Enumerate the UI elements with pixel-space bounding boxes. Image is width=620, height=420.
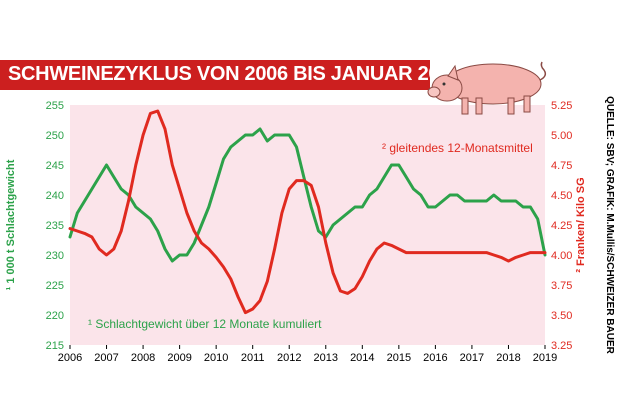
x-tick-label: 2006 xyxy=(58,352,82,364)
y-axis-right-title: ² Franken/ Kilo SG xyxy=(575,177,587,272)
x-tick-label: 2007 xyxy=(94,352,118,364)
y-right-tick-label: 4.00 xyxy=(551,250,572,262)
x-tick-label: 2019 xyxy=(533,352,557,364)
y-left-tick-label: 230 xyxy=(46,250,64,262)
y-left-tick-label: 220 xyxy=(46,310,64,322)
y-left-tick-label: 215 xyxy=(46,340,64,352)
plot-background xyxy=(70,105,545,345)
y-left-tick-label: 235 xyxy=(46,220,64,232)
y-left-tick-label: 225 xyxy=(46,280,64,292)
series-line-preis xyxy=(68,109,547,315)
y-right-tick-label: 3.25 xyxy=(551,340,572,352)
y-left-tick-label: 240 xyxy=(46,190,64,202)
y-right-tick-label: 4.75 xyxy=(551,160,572,172)
x-tick-label: 2011 xyxy=(241,352,265,364)
x-tick-label: 2016 xyxy=(423,352,447,364)
annotation-green: ¹ Schlachtgewicht über 12 Monate kumulie… xyxy=(88,317,322,331)
series-lines xyxy=(68,109,547,315)
annotation-red: ² gleitendes 12-Monatsmittel xyxy=(382,141,533,155)
x-tick-label: 2013 xyxy=(314,352,338,364)
x-axis: 2006 2007 2008 2009 2010 2011 2012 2013 2014 2015… xyxy=(58,345,557,364)
series-annotations: ² gleitendes 12-Monatsmittel ¹ Schlachtge… xyxy=(88,141,533,331)
y-right-tick-label: 4.25 xyxy=(551,220,572,232)
y-right-tick-label: 5.25 xyxy=(551,100,572,112)
x-tick-label: 2010 xyxy=(204,352,228,364)
y-right-tick-label: 3.75 xyxy=(551,280,572,292)
series-line-schlachtgewicht xyxy=(68,127,547,263)
pig-icon xyxy=(427,61,547,115)
x-tick-label: 2017 xyxy=(460,352,484,364)
source-credit: QUELLE: SBV; GRAFIK: M.Mullis/SCHWEIZER … xyxy=(604,96,615,355)
title-bar xyxy=(0,60,430,90)
y-right-tick-label: 3.50 xyxy=(551,310,572,322)
chart-title: SCHWEINEZYKLUS VON 2006 BIS JANUAR 2019 xyxy=(8,63,461,85)
x-tick-label: 2012 xyxy=(277,352,301,364)
y-right-tick-label: 5.00 xyxy=(551,130,572,142)
y-left-tick-label: 245 xyxy=(46,160,64,172)
y-right-tick-label: 4.50 xyxy=(551,190,572,202)
x-tick-label: 2009 xyxy=(167,352,191,364)
x-tick-label: 2018 xyxy=(496,352,520,364)
x-tick-label: 2015 xyxy=(387,352,411,364)
y-left-tick-label: 250 xyxy=(46,130,64,142)
left-axis: 255 250 245 240 235 230 225 220 215 xyxy=(46,100,64,352)
right-axis: 5.25 5.00 4.75 4.50 4.25 4.00 3.75 3.50 3.25 xyxy=(551,100,572,352)
x-tick-label: 2008 xyxy=(131,352,155,364)
y-left-tick-label: 255 xyxy=(46,100,64,112)
y-axis-left-title: ¹ 1 000 t Schlachtgewicht xyxy=(5,159,17,290)
x-tick-label: 2014 xyxy=(350,352,374,364)
